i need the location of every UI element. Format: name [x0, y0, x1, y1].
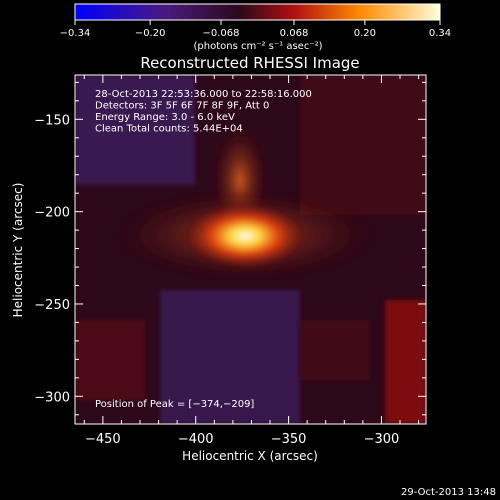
- colorbar-tick-label: −0.34: [60, 28, 91, 39]
- peak-position-label: Position of Peak = [−374,−209]: [95, 399, 254, 410]
- colorbar-tick-label: −0.068: [202, 28, 239, 39]
- y-tick-label: −200: [34, 206, 70, 221]
- colorbar-unit-label: (photons cm⁻² s⁻¹ asec⁻²): [193, 41, 322, 52]
- x-tick-label: −450: [85, 432, 121, 447]
- annotation-block: 28-Oct-2013 22:53:36.000 to 22:58:16.000…: [95, 89, 312, 135]
- annotation-line: 28-Oct-2013 22:53:36.000 to 22:58:16.000: [95, 89, 312, 100]
- x-tick-label: −400: [178, 432, 214, 447]
- footer-timestamp: 29-Oct-2013 13:48: [401, 487, 496, 498]
- y-axis-ticks: −150 −200 −250 −300: [34, 81, 426, 416]
- y-tick-label: −300: [34, 390, 70, 405]
- y-axis-label: Heliocentric Y (arcsec): [11, 183, 25, 318]
- colorbar: [74, 3, 441, 21]
- colorbar-tick-label: 0.34: [429, 28, 451, 39]
- annotation-line: Clean Total counts: 5.44E+04: [95, 124, 243, 135]
- chart-title: Reconstructed RHESSI Image: [140, 54, 359, 72]
- colorbar-tick-label: 0.068: [280, 28, 309, 39]
- x-axis-ticks: −450 −400 −350 −300: [83, 75, 420, 447]
- x-tick-label: −350: [271, 432, 307, 447]
- plot-frame: [74, 74, 427, 425]
- y-tick-label: −150: [34, 113, 70, 128]
- x-tick-label: −300: [364, 432, 400, 447]
- annotation-line: Energy Range: 3.0 - 6.0 keV: [95, 112, 235, 123]
- x-axis-label: Heliocentric X (arcsec): [182, 449, 318, 463]
- colorbar-ticks: −0.34 −0.20 −0.068 0.068 0.20 0.34: [60, 20, 451, 39]
- annotation-line: Detectors: 3F 5F 6F 7F 8F 9F, Att 0: [95, 101, 269, 112]
- y-tick-label: −250: [34, 298, 70, 313]
- colorbar-tick-label: −0.20: [135, 28, 166, 39]
- colorbar-tick-label: 0.20: [354, 28, 376, 39]
- heatmap-image: [75, 75, 426, 424]
